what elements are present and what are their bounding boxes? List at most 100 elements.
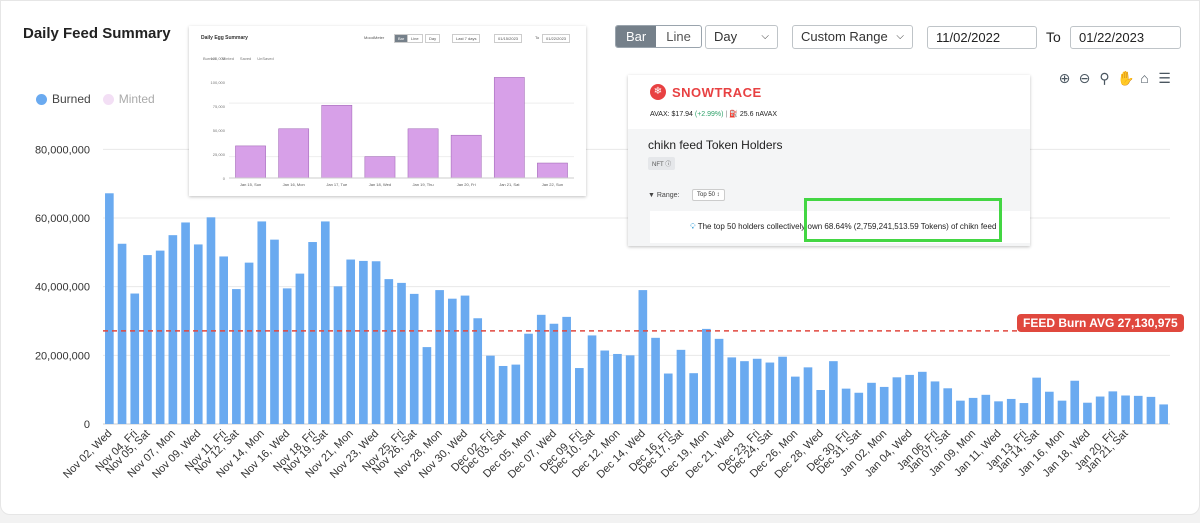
bar xyxy=(384,279,394,424)
bar xyxy=(1133,395,1143,424)
bar xyxy=(778,356,787,424)
pan-hand-icon[interactable]: ✋ xyxy=(1117,70,1135,86)
legend-swatch xyxy=(102,93,114,105)
bar xyxy=(257,221,267,424)
line-toggle-button[interactable]: Line xyxy=(666,29,691,44)
inset-y-label: 125,000 xyxy=(211,56,226,61)
legend-item-minted[interactable]: Minted xyxy=(102,92,155,106)
holders-heading: chikn feed Token Holders xyxy=(648,138,783,152)
bar xyxy=(625,355,635,424)
range-select[interactable]: Top 50 ↕ xyxy=(692,189,725,201)
inset-control: 01/22/2023 xyxy=(542,34,571,43)
inset-y-label: 25,000 xyxy=(213,152,226,157)
inset-control: Day xyxy=(425,34,441,43)
granularity-select[interactable]: Day ⌵ xyxy=(705,25,778,49)
inset-x-label: Jan 15, Sun xyxy=(240,182,261,187)
price-change: (+2.99%) xyxy=(694,111,724,118)
chevron-down-icon: ⌵ xyxy=(896,31,904,42)
bar xyxy=(613,353,622,424)
bar xyxy=(905,374,914,424)
snowtrace-inset: ❄ SNOWTRACE AVAX: $17.94 (+2.99%) | ⛽ 25… xyxy=(628,75,1030,246)
bar xyxy=(1108,391,1118,424)
bar-toggle-button[interactable]: Bar xyxy=(616,26,657,47)
bar xyxy=(193,244,203,424)
bar xyxy=(422,347,432,424)
bar xyxy=(498,365,508,424)
bar xyxy=(994,401,1003,424)
inset-control: Last 7 days xyxy=(452,34,481,43)
chart-legend: Burned Minted xyxy=(36,92,155,106)
gas-price: 25.6 nAVAX xyxy=(739,111,777,118)
bar xyxy=(740,361,749,424)
inset-bar xyxy=(235,145,266,179)
range-value: Top 50 xyxy=(697,192,716,198)
bar xyxy=(244,262,254,424)
inset-x-label: Jan 18, Wed xyxy=(369,182,391,187)
inset-x-label: Jan 20, Fri xyxy=(457,182,476,187)
home-icon[interactable]: ⌂ xyxy=(1140,70,1149,86)
bar xyxy=(1121,395,1130,424)
bar xyxy=(841,388,851,424)
bar xyxy=(397,282,406,424)
bar xyxy=(320,221,330,424)
range-mode-select[interactable]: Custom Range ⌵ xyxy=(792,25,913,49)
bar xyxy=(511,364,521,424)
bar xyxy=(181,222,190,424)
bar xyxy=(155,250,165,424)
bar xyxy=(816,390,826,424)
holders-info-text: The top 50 holders collectively own 68.6… xyxy=(697,222,997,231)
highlight-box xyxy=(804,198,1002,242)
inset-y-label: 0 xyxy=(223,176,226,181)
range-mode-value: Custom Range xyxy=(801,29,888,44)
inset-x-label: Jan 17, Tue xyxy=(326,182,348,187)
inset-legend-item: UnSaved xyxy=(257,56,274,61)
inset-y-label: 75,000 xyxy=(213,104,226,109)
bar xyxy=(562,316,571,424)
inset-control: 01/15/2023 xyxy=(494,34,523,43)
snowtrace-brand: SNOWTRACE xyxy=(672,85,762,100)
bar xyxy=(346,259,356,424)
range-text: Range: xyxy=(656,192,680,199)
bar xyxy=(206,217,216,424)
bar xyxy=(943,388,953,424)
magnify-icon[interactable]: ⚲ xyxy=(1099,70,1110,86)
egg-summary-inset: Daily Egg Summary MoodMeter Bar Line Day… xyxy=(189,26,586,196)
legend-item-burned[interactable]: Burned xyxy=(36,92,91,106)
inset-bar xyxy=(450,134,482,179)
bar xyxy=(575,368,584,424)
bar xyxy=(702,328,711,424)
inset-y-label: 50,000 xyxy=(213,128,226,133)
bar xyxy=(117,243,127,424)
y-tick-label: 80,000,000 xyxy=(35,144,90,156)
bar xyxy=(651,337,660,424)
bar xyxy=(956,400,965,424)
inset-legend: Burned Minted Saved UnSaved xyxy=(203,56,274,61)
chart-type-toggle: Bar Line xyxy=(615,25,702,48)
zoom-out-icon[interactable]: ⊖ xyxy=(1078,70,1091,86)
menu-icon[interactable]: ☰ xyxy=(1158,70,1171,86)
bar xyxy=(473,318,483,424)
zoom-in-icon[interactable]: ⊕ xyxy=(1058,70,1071,86)
date-to-input[interactable]: 01/22/2023 xyxy=(1070,26,1181,49)
bar xyxy=(371,261,381,424)
bar xyxy=(676,349,686,424)
bar xyxy=(282,288,292,424)
bar xyxy=(130,293,140,424)
bar xyxy=(892,377,902,424)
bar xyxy=(549,323,559,424)
nft-label: NFT xyxy=(652,162,664,168)
bulb-icon: 💡︎ xyxy=(690,222,696,231)
bar xyxy=(879,386,889,424)
inset-control: Line xyxy=(407,34,423,43)
bar xyxy=(867,382,876,424)
bar xyxy=(1019,403,1029,424)
y-tick-label: 60,000,000 xyxy=(35,213,90,225)
bar xyxy=(1070,380,1080,424)
bar xyxy=(308,242,317,424)
date-from-input[interactable]: 11/02/2022 xyxy=(927,26,1037,49)
inset-x-label: Jan 16, Mon xyxy=(283,182,305,187)
bar xyxy=(829,361,838,424)
inset-bar xyxy=(321,104,353,179)
inset-bar xyxy=(278,128,310,179)
bar xyxy=(105,193,114,424)
